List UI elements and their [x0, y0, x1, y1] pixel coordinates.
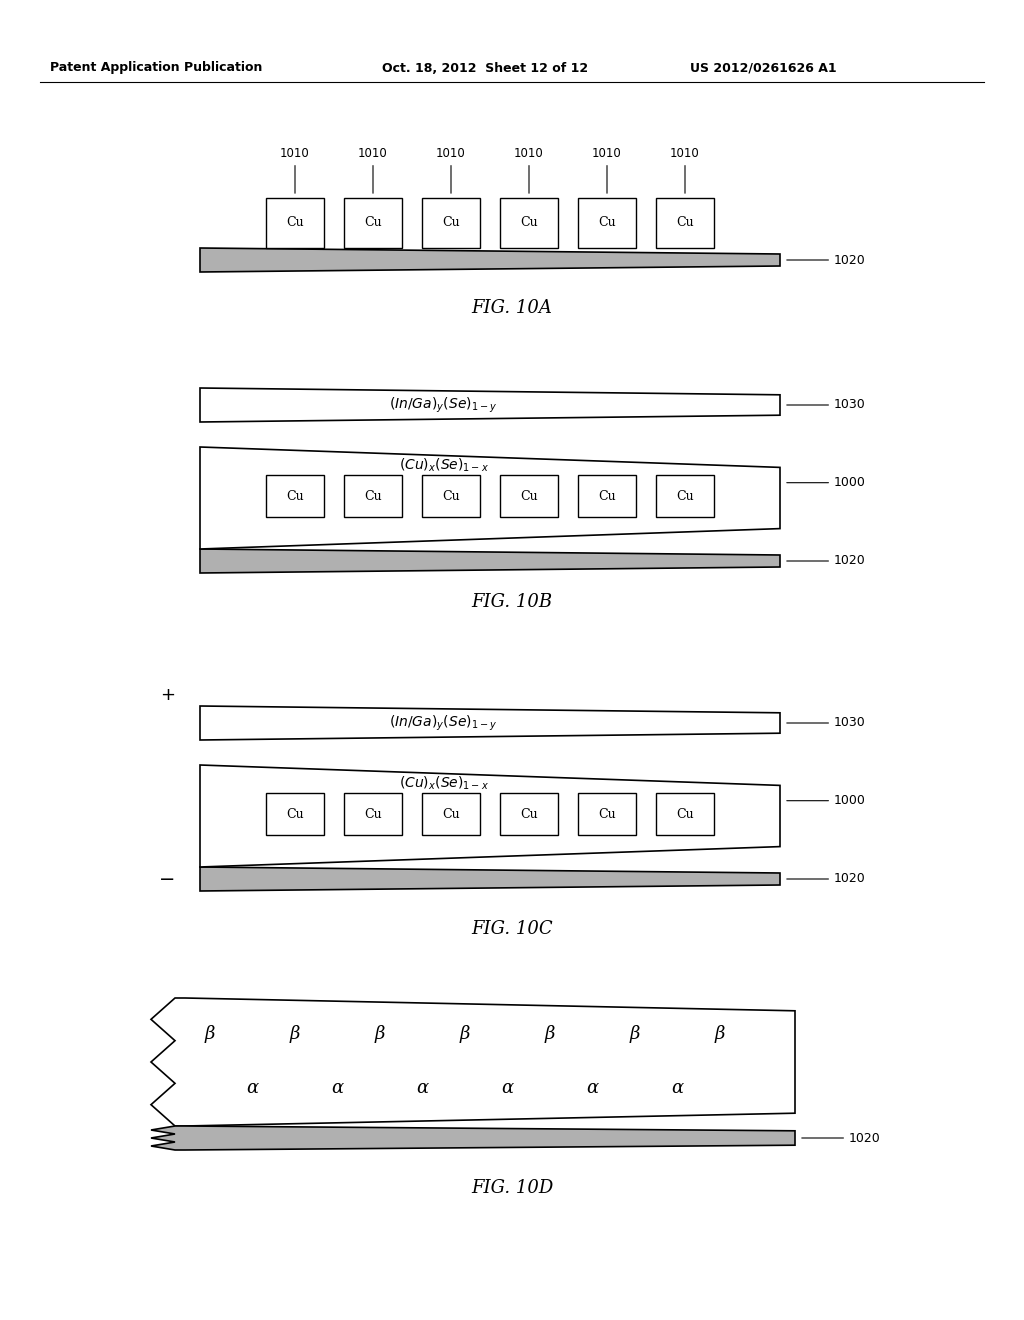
Text: 1020: 1020	[786, 873, 865, 886]
Bar	[656, 198, 714, 248]
Text: 1030: 1030	[786, 399, 865, 412]
Text: Cu: Cu	[442, 808, 460, 821]
Text: FIG. 10D: FIG. 10D	[471, 1179, 553, 1197]
Text: FIG. 10B: FIG. 10B	[471, 593, 553, 611]
Text: FIG. 10C: FIG. 10C	[471, 920, 553, 939]
Text: α: α	[671, 1078, 683, 1097]
Text: α: α	[331, 1078, 343, 1097]
Text: FIG. 10A: FIG. 10A	[472, 300, 552, 317]
Bar	[266, 198, 324, 248]
Text: Cu: Cu	[676, 490, 694, 503]
Text: $(In/Ga)_y(Se)_{1-y}$: $(In/Ga)_y(Se)_{1-y}$	[389, 396, 498, 414]
Text: 1000: 1000	[786, 477, 866, 490]
Polygon shape	[200, 549, 780, 573]
Text: 1020: 1020	[786, 554, 865, 568]
Polygon shape	[200, 766, 780, 867]
Text: Cu: Cu	[520, 490, 538, 503]
Polygon shape	[200, 447, 780, 549]
Bar	[344, 793, 402, 836]
Text: 1010: 1010	[358, 147, 388, 193]
Text: Cu: Cu	[598, 808, 615, 821]
Polygon shape	[151, 1126, 795, 1150]
Bar	[500, 198, 558, 248]
Text: $(Cu)_x(Se)_{1-x}$: $(Cu)_x(Se)_{1-x}$	[398, 775, 488, 792]
Text: β: β	[290, 1024, 300, 1043]
Bar	[578, 198, 636, 248]
Text: Cu: Cu	[520, 808, 538, 821]
Bar	[578, 475, 636, 517]
Text: Cu: Cu	[598, 490, 615, 503]
Text: Oct. 18, 2012  Sheet 12 of 12: Oct. 18, 2012 Sheet 12 of 12	[382, 62, 588, 74]
Bar	[344, 475, 402, 517]
Text: α: α	[586, 1078, 598, 1097]
Text: −: −	[159, 870, 175, 888]
Text: Cu: Cu	[365, 216, 382, 230]
Bar	[500, 793, 558, 836]
Text: 1010: 1010	[281, 147, 310, 193]
Text: US 2012/0261626 A1: US 2012/0261626 A1	[690, 62, 837, 74]
Text: Cu: Cu	[442, 216, 460, 230]
Text: Cu: Cu	[365, 490, 382, 503]
Bar	[266, 475, 324, 517]
Text: β: β	[375, 1024, 385, 1043]
Text: β: β	[460, 1024, 470, 1043]
Text: 1000: 1000	[786, 795, 866, 808]
Text: Cu: Cu	[520, 216, 538, 230]
Text: 1020: 1020	[786, 253, 865, 267]
Text: 1010: 1010	[670, 147, 699, 193]
Text: Cu: Cu	[286, 808, 304, 821]
Polygon shape	[200, 867, 780, 891]
Text: 1010: 1010	[436, 147, 466, 193]
Text: Patent Application Publication: Patent Application Publication	[50, 62, 262, 74]
Text: 1010: 1010	[592, 147, 622, 193]
Bar	[578, 793, 636, 836]
Bar	[344, 198, 402, 248]
Text: 1010: 1010	[514, 147, 544, 193]
Text: Cu: Cu	[442, 490, 460, 503]
Text: α: α	[416, 1078, 428, 1097]
Polygon shape	[200, 248, 780, 272]
Polygon shape	[200, 388, 780, 422]
Text: Cu: Cu	[676, 216, 694, 230]
Text: Cu: Cu	[598, 216, 615, 230]
Text: Cu: Cu	[365, 808, 382, 821]
Text: 1020: 1020	[802, 1131, 881, 1144]
Bar	[266, 793, 324, 836]
Text: +: +	[160, 686, 175, 704]
Bar	[422, 793, 480, 836]
Text: α: α	[246, 1078, 258, 1097]
Polygon shape	[151, 998, 795, 1126]
Text: $(Cu)_x(Se)_{1-x}$: $(Cu)_x(Se)_{1-x}$	[398, 457, 488, 474]
Bar	[656, 475, 714, 517]
Bar	[422, 475, 480, 517]
Text: α: α	[501, 1078, 513, 1097]
Text: β: β	[545, 1024, 555, 1043]
Polygon shape	[200, 706, 780, 741]
Text: Cu: Cu	[286, 216, 304, 230]
Text: Cu: Cu	[286, 490, 304, 503]
Text: 1030: 1030	[786, 717, 865, 730]
Text: $(In/Ga)_y(Se)_{1-y}$: $(In/Ga)_y(Se)_{1-y}$	[389, 713, 498, 733]
Text: Cu: Cu	[676, 808, 694, 821]
Bar	[422, 198, 480, 248]
Text: β: β	[715, 1024, 725, 1043]
Bar	[656, 793, 714, 836]
Text: β: β	[205, 1024, 215, 1043]
Bar	[500, 475, 558, 517]
Text: β: β	[630, 1024, 640, 1043]
